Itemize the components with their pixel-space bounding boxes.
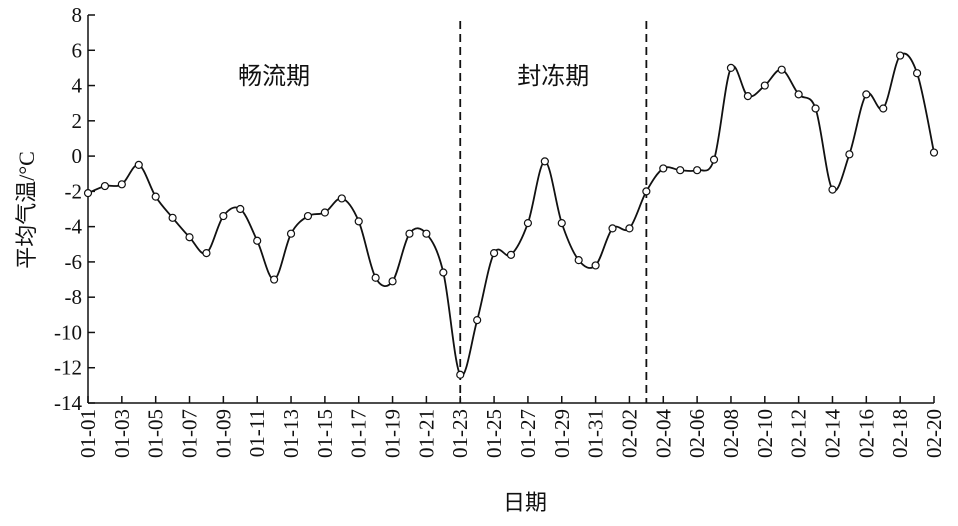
y-tick-label: 6 <box>72 38 83 62</box>
data-point <box>270 275 279 284</box>
data-point <box>456 370 465 379</box>
y-tick-label: -10 <box>54 320 82 344</box>
data-point <box>659 164 668 173</box>
period-label: 封冻期 <box>517 63 589 90</box>
data-point <box>83 189 93 198</box>
y-tick-label: -12 <box>54 356 82 380</box>
data-point <box>489 248 499 258</box>
data-point <box>202 248 211 258</box>
data-point <box>625 224 634 233</box>
data-point <box>100 181 110 191</box>
data-point <box>303 211 313 221</box>
data-point <box>794 90 803 99</box>
data-point <box>117 180 126 189</box>
data-point <box>811 104 820 113</box>
x-tick-label: 02-08 <box>719 409 743 458</box>
data-point <box>896 51 905 60</box>
data-point <box>642 187 651 196</box>
x-axis-label: 日期 <box>503 490 547 515</box>
data-point <box>219 211 228 221</box>
x-tick-label: 02-12 <box>787 409 811 458</box>
x-tick-label: 01-15 <box>313 409 337 458</box>
data-point <box>422 229 431 238</box>
data-point <box>862 90 871 99</box>
data-point <box>777 65 786 74</box>
series-line <box>87 52 935 377</box>
data-point <box>354 217 363 226</box>
data-point <box>286 229 296 238</box>
data-point <box>591 261 600 270</box>
data-point <box>845 150 854 159</box>
y-tick-label: 4 <box>72 74 83 98</box>
x-tick-label: 02-06 <box>685 409 709 458</box>
x-tick-label: 01-23 <box>448 409 472 458</box>
data-point <box>506 250 516 259</box>
x-tick-label: 01-01 <box>76 409 100 458</box>
data-point <box>828 185 837 194</box>
data-point <box>388 277 397 286</box>
x-tick-label: 01-03 <box>110 409 134 458</box>
data-point <box>557 219 566 228</box>
data-point <box>473 316 482 325</box>
data-point <box>371 273 380 282</box>
x-tick-label: 01-31 <box>584 409 608 458</box>
x-tick-label: 01-17 <box>347 409 371 458</box>
data-point <box>168 213 177 222</box>
data-point <box>709 155 719 164</box>
data-point <box>676 166 685 175</box>
x-tick-label: 01-05 <box>144 409 168 458</box>
data-point <box>608 224 617 233</box>
y-axis-label: 平均气温/°C <box>14 151 39 269</box>
x-tick-label: 01-29 <box>550 409 574 458</box>
data-point <box>693 166 702 175</box>
x-tick-label: 02-02 <box>617 409 641 458</box>
x-tick-label: 02-04 <box>651 409 675 458</box>
data-point <box>253 236 262 245</box>
x-tick-label: 02-14 <box>820 409 844 458</box>
data-point <box>405 229 414 238</box>
data-point <box>760 81 769 90</box>
data-point <box>439 268 448 277</box>
x-tick-label: 01-25 <box>482 409 506 458</box>
x-tick-label: 02-16 <box>854 409 878 458</box>
data-point <box>540 157 549 166</box>
data-point <box>912 69 922 78</box>
y-tick-label: -8 <box>65 285 83 309</box>
x-tick-label: 02-10 <box>753 409 777 458</box>
data-point <box>929 148 939 157</box>
x-tick-label: 01-27 <box>516 409 540 458</box>
data-point <box>726 63 736 73</box>
y-tick-label: 0 <box>72 144 83 168</box>
x-tick-label: 01-13 <box>279 409 303 458</box>
data-point <box>337 194 346 203</box>
data-point <box>151 192 160 201</box>
period-label: 畅流期 <box>238 63 310 90</box>
x-tick-label: 01-11 <box>245 409 269 457</box>
data-point <box>236 204 245 214</box>
data-point <box>523 219 533 228</box>
y-tick-label: 2 <box>72 109 83 133</box>
y-tick-label: -2 <box>65 179 83 203</box>
y-tick-label: -14 <box>54 391 82 415</box>
x-tick-label: 02-20 <box>922 409 946 458</box>
data-point <box>134 160 143 170</box>
data-point <box>574 256 583 265</box>
data-point <box>879 104 888 113</box>
data-point <box>743 92 752 101</box>
y-tick-label: 8 <box>72 3 83 27</box>
data-point <box>185 233 194 242</box>
x-tick-label: 01-21 <box>414 409 438 458</box>
y-tick-label: -6 <box>65 250 83 274</box>
data-point <box>320 208 329 217</box>
x-tick-label: 02-18 <box>888 409 912 458</box>
x-tick-label: 01-19 <box>381 409 405 458</box>
x-tick-label: 01-09 <box>211 409 235 458</box>
x-tick-label: 01-07 <box>178 409 202 458</box>
y-tick-label: -4 <box>65 215 83 239</box>
